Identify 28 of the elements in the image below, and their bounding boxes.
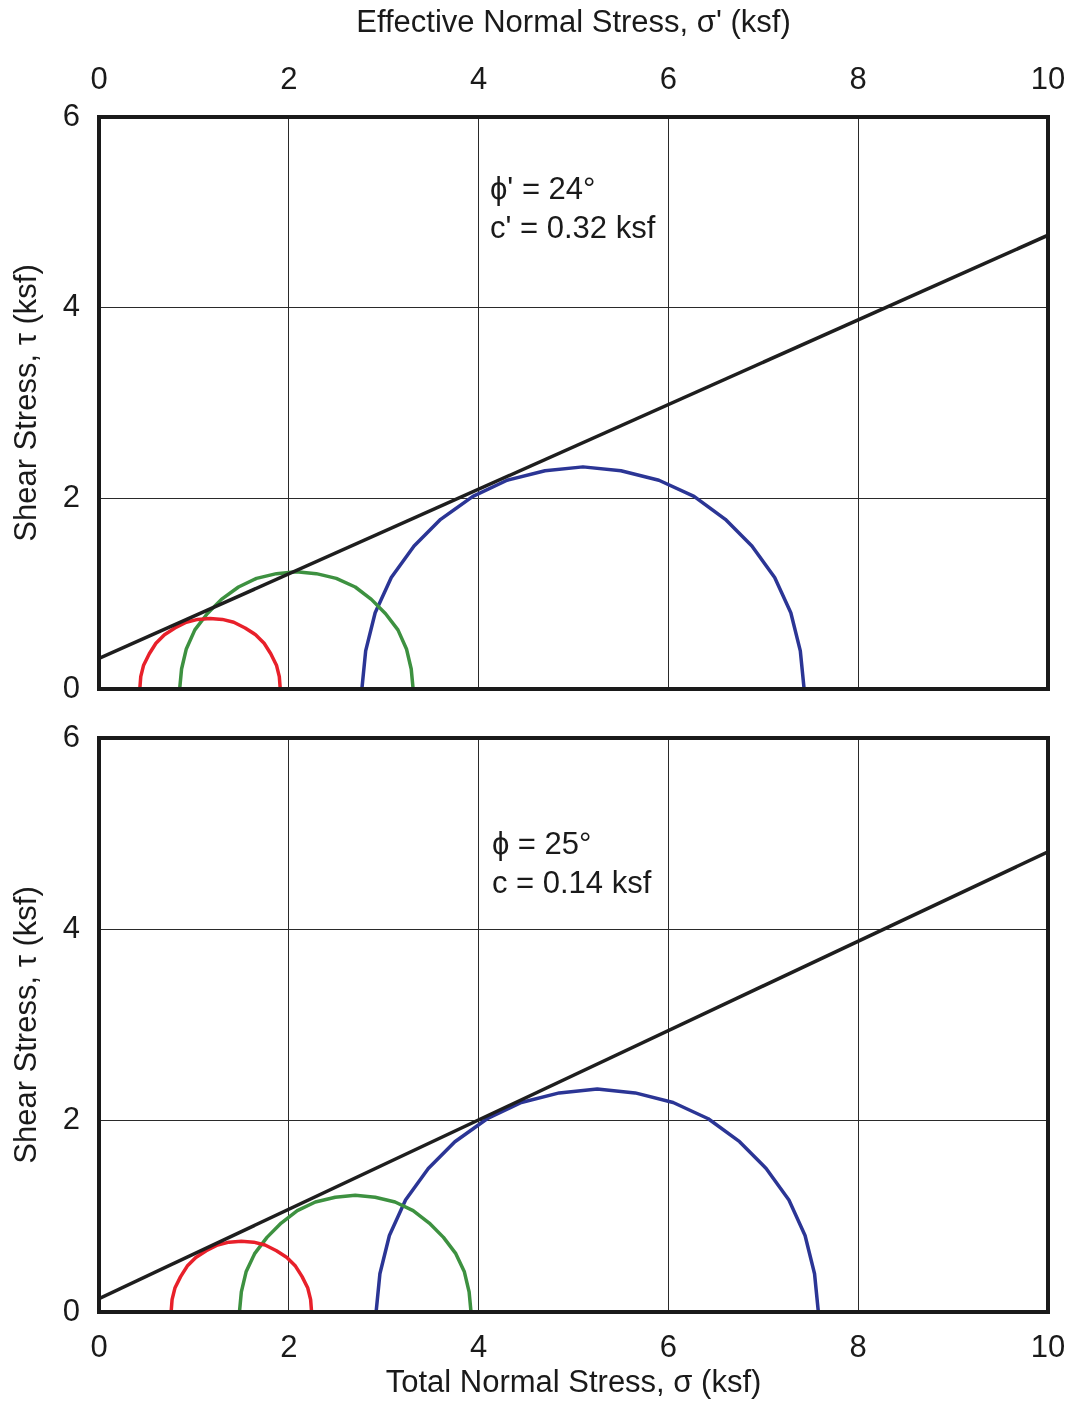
y-tick-label: 6 [62, 97, 80, 133]
y-tick-label: 6 [62, 718, 80, 754]
annotation: c = 0.14 ksf [491, 864, 652, 900]
y-axis-title: Shear Stress, τ (ksf) [8, 264, 44, 542]
annotation: c' = 0.32 ksf [489, 209, 656, 245]
x-tick-label: 4 [469, 60, 488, 96]
x-tick-label: 2 [280, 1329, 298, 1365]
x-tick-label: 10 [1030, 1329, 1066, 1365]
x-axis-title: Total Normal Stress, σ (ksf) [385, 1363, 762, 1399]
x-axis-title: Effective Normal Stress, σ' (ksf) [356, 4, 791, 40]
x-tick-label: 8 [849, 1329, 867, 1365]
x-tick-label: 8 [849, 60, 867, 96]
x-tick-label: 6 [659, 1329, 678, 1365]
y-tick-label: 0 [62, 669, 80, 705]
y-tick-label: 2 [62, 1101, 80, 1137]
x-tick-label: 2 [280, 60, 298, 96]
annotation: ϕ' = 24° [489, 170, 596, 206]
x-tick-label: 10 [1030, 60, 1066, 96]
x-tick-label: 0 [90, 1329, 108, 1365]
annotation: ϕ = 25° [491, 825, 592, 861]
y-tick-label: 4 [62, 909, 80, 945]
x-tick-label: 0 [90, 60, 108, 96]
x-tick-label: 4 [469, 1329, 488, 1365]
y-axis-title: Shear Stress, τ (ksf) [8, 886, 44, 1164]
x-tick-label: 6 [659, 60, 678, 96]
y-tick-label: 2 [62, 478, 80, 514]
y-tick-label: 0 [62, 1292, 80, 1328]
y-tick-label: 4 [62, 288, 80, 324]
